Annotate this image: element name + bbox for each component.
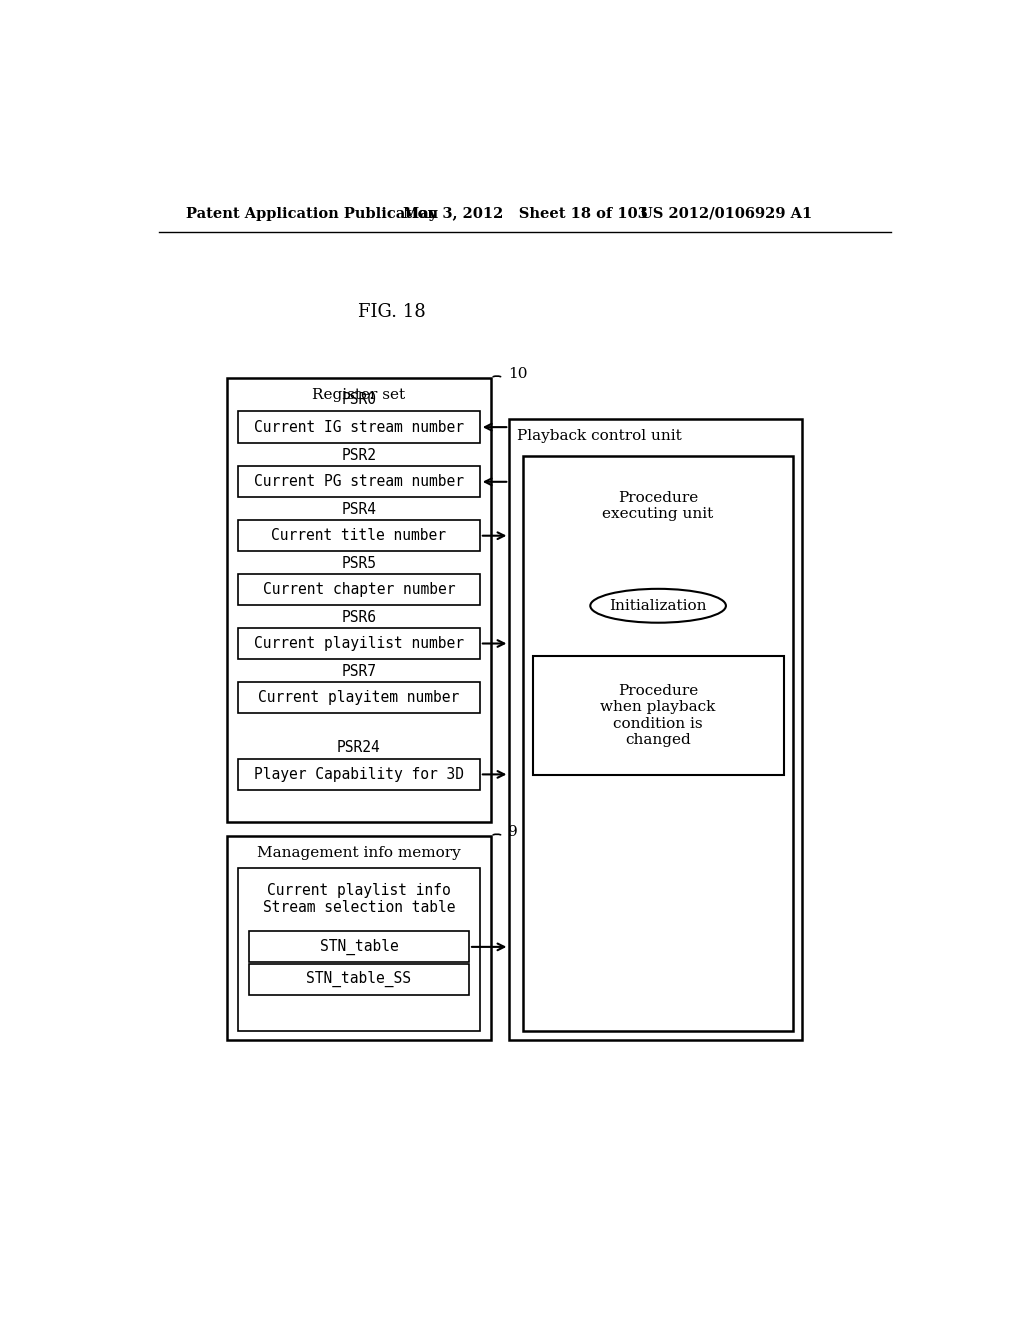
Bar bbox=[238, 869, 480, 1031]
Text: Playback control unit: Playback control unit bbox=[517, 429, 682, 442]
Text: Current PG stream number: Current PG stream number bbox=[254, 474, 464, 490]
Bar bbox=[238, 574, 480, 605]
Text: PSR7: PSR7 bbox=[341, 664, 377, 678]
Text: STN_table: STN_table bbox=[319, 939, 398, 954]
Text: STN_table_SS: STN_table_SS bbox=[306, 972, 412, 987]
Text: Management info memory: Management info memory bbox=[257, 846, 461, 859]
Text: PSR2: PSR2 bbox=[341, 447, 377, 463]
Text: Current playlist info
Stream selection table: Current playlist info Stream selection t… bbox=[263, 883, 456, 915]
Bar bbox=[532, 656, 783, 775]
Text: Current playilist number: Current playilist number bbox=[254, 636, 464, 651]
Ellipse shape bbox=[590, 589, 726, 623]
Bar bbox=[238, 628, 480, 659]
Bar bbox=[238, 759, 480, 789]
Text: Register set: Register set bbox=[312, 388, 406, 401]
Text: Patent Application Publication: Patent Application Publication bbox=[186, 207, 438, 220]
Text: Current title number: Current title number bbox=[271, 528, 446, 544]
Bar bbox=[238, 411, 480, 444]
Text: Current IG stream number: Current IG stream number bbox=[254, 420, 464, 434]
Text: Initialization: Initialization bbox=[609, 599, 707, 612]
Text: PSR6: PSR6 bbox=[341, 610, 377, 624]
Bar bbox=[227, 836, 490, 1040]
Text: 10: 10 bbox=[508, 367, 527, 381]
Bar bbox=[249, 932, 469, 962]
Text: PSR0: PSR0 bbox=[341, 392, 377, 407]
Text: 9: 9 bbox=[508, 825, 517, 840]
Bar bbox=[238, 466, 480, 498]
Bar bbox=[509, 418, 802, 1040]
Text: US 2012/0106929 A1: US 2012/0106929 A1 bbox=[640, 207, 812, 220]
Text: Player Capability for 3D: Player Capability for 3D bbox=[254, 767, 464, 781]
Bar bbox=[238, 520, 480, 552]
Bar bbox=[238, 682, 480, 713]
Text: May 3, 2012   Sheet 18 of 103: May 3, 2012 Sheet 18 of 103 bbox=[403, 207, 648, 220]
Text: Procedure
when playback
condition is
changed: Procedure when playback condition is cha… bbox=[600, 684, 716, 747]
Text: FIG. 18: FIG. 18 bbox=[357, 304, 425, 321]
Text: Current playitem number: Current playitem number bbox=[258, 690, 460, 705]
Text: PSR4: PSR4 bbox=[341, 502, 377, 517]
Text: Current chapter number: Current chapter number bbox=[263, 582, 456, 597]
Text: PSR24: PSR24 bbox=[337, 741, 381, 755]
Bar bbox=[523, 455, 793, 1031]
Text: Procedure
executing unit: Procedure executing unit bbox=[602, 491, 714, 521]
Bar bbox=[227, 378, 490, 822]
Text: PSR5: PSR5 bbox=[341, 556, 377, 572]
Bar bbox=[249, 964, 469, 995]
